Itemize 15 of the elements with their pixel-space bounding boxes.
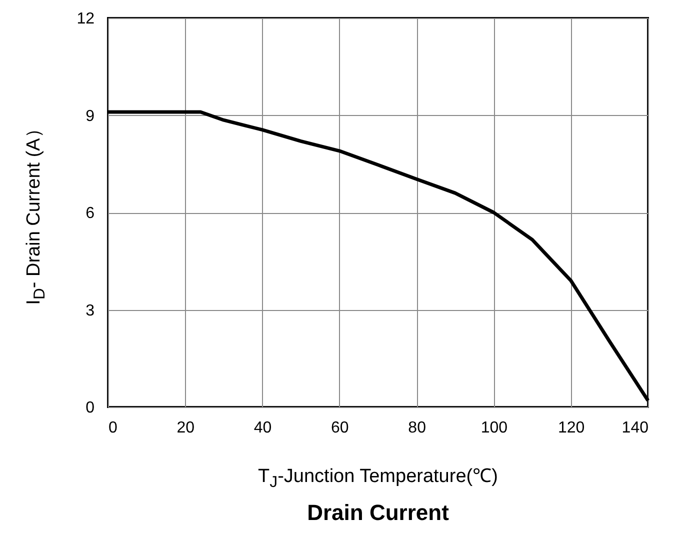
y-tick-label: 6 (86, 205, 95, 222)
x-axis-title: T$_{J}$-Junction Temperature(℃) (257, 465, 499, 492)
x-tick-label: 40 (254, 420, 272, 436)
x-tick-label: 80 (408, 420, 426, 436)
y-tick-label: 12 (76, 10, 95, 28)
x-tick-label: 0 (108, 420, 118, 436)
y-tick-label: 3 (86, 302, 95, 320)
y-tick-label: 0 (86, 400, 95, 416)
x-tick-label: 60 (331, 420, 349, 436)
text: Drain Current (306, 500, 450, 526)
y-tick-label: 9 (86, 108, 95, 125)
x-tick-label: 100 (480, 420, 508, 436)
x-tick-label: 120 (558, 420, 585, 436)
x-tick-label: 140 (622, 420, 649, 436)
x-tick-label: 20 (176, 420, 195, 436)
